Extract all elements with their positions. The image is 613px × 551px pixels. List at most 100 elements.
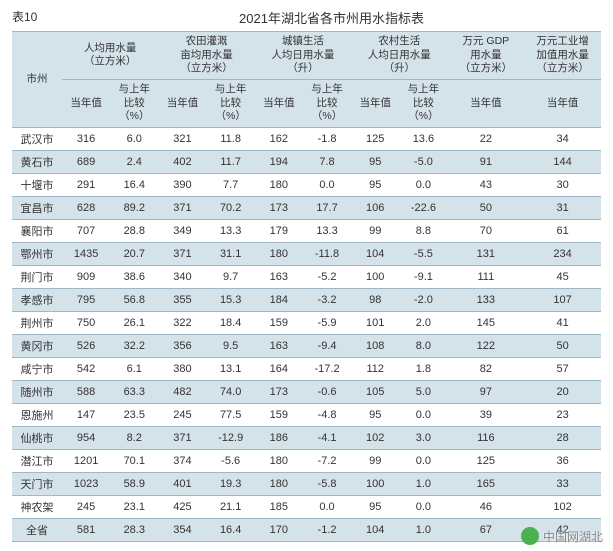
value-cell: 13.3 (303, 219, 351, 242)
value-cell: 349 (158, 219, 206, 242)
value-cell: 98 (351, 288, 399, 311)
region-cell: 恩施州 (12, 403, 62, 426)
table-title: 2021年湖北省各市州用水指标表 (62, 8, 601, 27)
region-cell: 鄂州市 (12, 242, 62, 265)
sub-header: 与上年比较（%） (207, 79, 255, 127)
value-cell: 111 (448, 265, 525, 288)
value-cell: 22 (448, 127, 525, 150)
value-cell: 89.2 (110, 196, 158, 219)
value-cell: 116 (448, 426, 525, 449)
value-cell: 21.1 (207, 495, 255, 518)
value-cell: 95 (351, 495, 399, 518)
region-cell: 全省 (12, 518, 62, 541)
value-cell: 8.2 (110, 426, 158, 449)
value-cell: 355 (158, 288, 206, 311)
value-cell: 954 (62, 426, 110, 449)
value-cell: -5.6 (207, 449, 255, 472)
region-cell: 孝感市 (12, 288, 62, 311)
region-cell: 潜江市 (12, 449, 62, 472)
value-cell: 180 (255, 472, 303, 495)
value-cell: 291 (62, 173, 110, 196)
table-row: 孝感市79556.835515.3184-3.298-2.0133107 (12, 288, 601, 311)
sub-header: 与上年比较（%） (303, 79, 351, 127)
value-cell: 28.8 (110, 219, 158, 242)
value-cell: 707 (62, 219, 110, 242)
value-cell: 57 (524, 357, 601, 380)
value-cell: 316 (62, 127, 110, 150)
value-cell: 173 (255, 380, 303, 403)
value-cell: 8.0 (399, 334, 447, 357)
region-cell: 仙桃市 (12, 426, 62, 449)
value-cell: 6.1 (110, 357, 158, 380)
table-number: 表10 (12, 8, 62, 27)
sub-header: 当年值 (448, 79, 525, 127)
watermark: 中国网湖北 (521, 527, 603, 545)
value-cell: 16.4 (207, 518, 255, 541)
value-cell: 0.0 (399, 495, 447, 518)
value-cell: 374 (158, 449, 206, 472)
sub-header: 当年值 (524, 79, 601, 127)
value-cell: 245 (158, 403, 206, 426)
value-cell: 82 (448, 357, 525, 380)
table-row: 鄂州市143520.737131.1180-11.8104-5.5131234 (12, 242, 601, 265)
value-cell: 11.8 (207, 127, 255, 150)
data-table: 市州人均用水量（立方米）农田灌溉亩均用水量（立方米）城镇生活人均日用水量（升）农… (12, 31, 601, 542)
value-cell: 322 (158, 311, 206, 334)
value-cell: 104 (351, 518, 399, 541)
value-cell: 0.0 (399, 173, 447, 196)
value-cell: 401 (158, 472, 206, 495)
region-cell: 十堰市 (12, 173, 62, 196)
value-cell: 194 (255, 150, 303, 173)
table-row: 荆门市90938.63409.7163-5.2100-9.111145 (12, 265, 601, 288)
value-cell: 7.7 (207, 173, 255, 196)
sub-header: 与上年比较（%） (110, 79, 158, 127)
value-cell: -9.1 (399, 265, 447, 288)
value-cell: -7.2 (303, 449, 351, 472)
value-cell: 63.3 (110, 380, 158, 403)
value-cell: 2.4 (110, 150, 158, 173)
table-row: 黄冈市52632.23569.5163-9.41088.012250 (12, 334, 601, 357)
value-cell: 41 (524, 311, 601, 334)
value-cell: 147 (62, 403, 110, 426)
table-row: 仙桃市9548.2371-12.9186-4.11023.011628 (12, 426, 601, 449)
value-cell: 390 (158, 173, 206, 196)
value-cell: 26.1 (110, 311, 158, 334)
value-cell: 164 (255, 357, 303, 380)
value-cell: 184 (255, 288, 303, 311)
value-cell: 15.3 (207, 288, 255, 311)
value-cell: 13.1 (207, 357, 255, 380)
value-cell: -4.1 (303, 426, 351, 449)
sub-header: 当年值 (255, 79, 303, 127)
value-cell: 0.0 (399, 403, 447, 426)
value-cell: 795 (62, 288, 110, 311)
value-cell: 628 (62, 196, 110, 219)
value-cell: 58.9 (110, 472, 158, 495)
wechat-icon (521, 527, 539, 545)
value-cell: 321 (158, 127, 206, 150)
value-cell: -5.2 (303, 265, 351, 288)
value-cell: 340 (158, 265, 206, 288)
value-cell: 38.6 (110, 265, 158, 288)
value-cell: 162 (255, 127, 303, 150)
value-cell: 1435 (62, 242, 110, 265)
value-cell: -1.8 (303, 127, 351, 150)
value-cell: 23.1 (110, 495, 158, 518)
value-cell: 108 (351, 334, 399, 357)
table-row: 十堰市29116.43907.71800.0950.04330 (12, 173, 601, 196)
value-cell: -22.6 (399, 196, 447, 219)
value-cell: 186 (255, 426, 303, 449)
value-cell: 0.0 (303, 173, 351, 196)
value-cell: 43 (448, 173, 525, 196)
region-cell: 襄阳市 (12, 219, 62, 242)
value-cell: 102 (524, 495, 601, 518)
value-cell: 16.4 (110, 173, 158, 196)
value-cell: -5.9 (303, 311, 351, 334)
value-cell: -17.2 (303, 357, 351, 380)
value-cell: 185 (255, 495, 303, 518)
value-cell: 67 (448, 518, 525, 541)
value-cell: 159 (255, 311, 303, 334)
watermark-text: 中国网湖北 (543, 528, 603, 545)
col-region-header: 市州 (12, 32, 62, 128)
table-body: 武汉市3166.032111.8162-1.812513.62234黄石市689… (12, 127, 601, 541)
value-cell: 102 (351, 426, 399, 449)
